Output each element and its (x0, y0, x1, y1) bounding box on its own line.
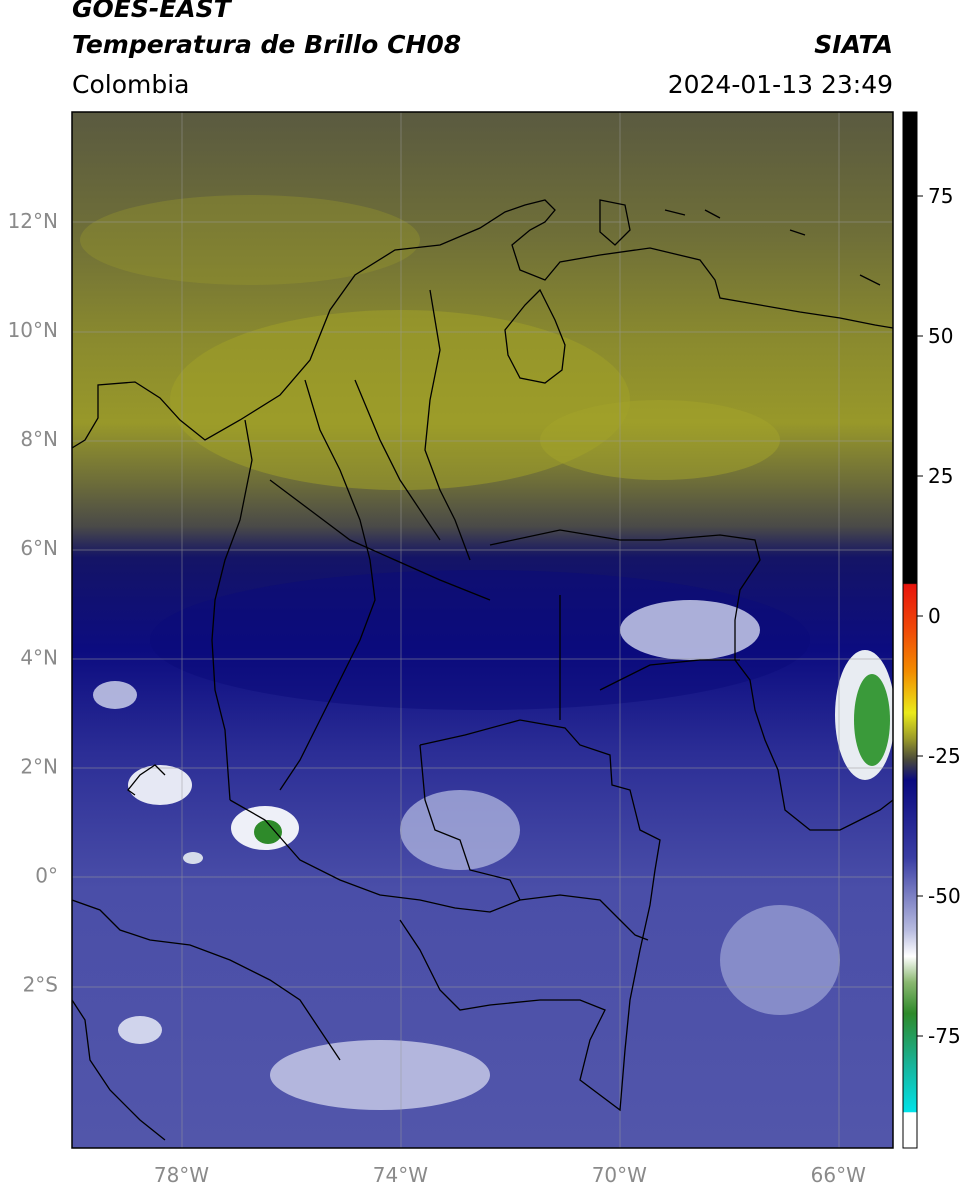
lat-tick-label: 2°N (20, 754, 58, 778)
colorbar (902, 111, 918, 1149)
lat-tick-label: 8°N (20, 427, 58, 451)
longitude-ticks: 78°W 74°W 70°W 66°W (154, 1163, 866, 1187)
coastlines-and-borders (72, 199, 893, 1141)
product-title: Temperatura de Brillo CH08 (72, 30, 462, 59)
region-label: Colombia (72, 70, 190, 99)
datetime-label: 2024-01-13 23:49 (667, 70, 893, 99)
map-frame (71, 111, 894, 1149)
colorbar-tick-label: -50 (928, 884, 961, 908)
organization-label: SIATA (814, 30, 893, 59)
lon-tick-label: 70°W (592, 1163, 647, 1187)
lon-tick-label: 66°W (811, 1163, 866, 1187)
latitude-ticks: 12°N 10°N 8°N 6°N 4°N 2°N 0° 2°S (8, 209, 58, 996)
colorbar-tick-label: 50 (928, 324, 953, 348)
lat-tick-label: 4°N (20, 645, 58, 669)
colorbar-ticks: 75 50 25 0 -25 -50 -75 (917, 184, 961, 1048)
colorbar-tick-label: 75 (928, 184, 953, 208)
lat-tick-label: 12°N (8, 209, 58, 233)
brightness-temperature-field (72, 112, 893, 1148)
lat-tick-label: 10°N (8, 318, 58, 342)
graticule (72, 112, 893, 1148)
colorbar-tick-label: -25 (928, 744, 961, 768)
lat-tick-label: 6°N (20, 536, 58, 560)
lon-tick-label: 78°W (154, 1163, 209, 1187)
colorbar-tick-label: 25 (928, 464, 953, 488)
lat-tick-label: 2°S (23, 972, 58, 996)
satellite-title: GOES-EAST (72, 0, 231, 23)
lat-tick-label: 0° (35, 863, 58, 887)
colorbar-tick-label: -75 (928, 1024, 961, 1048)
lon-tick-label: 74°W (373, 1163, 428, 1187)
colorbar-tick-label: 0 (928, 604, 941, 628)
